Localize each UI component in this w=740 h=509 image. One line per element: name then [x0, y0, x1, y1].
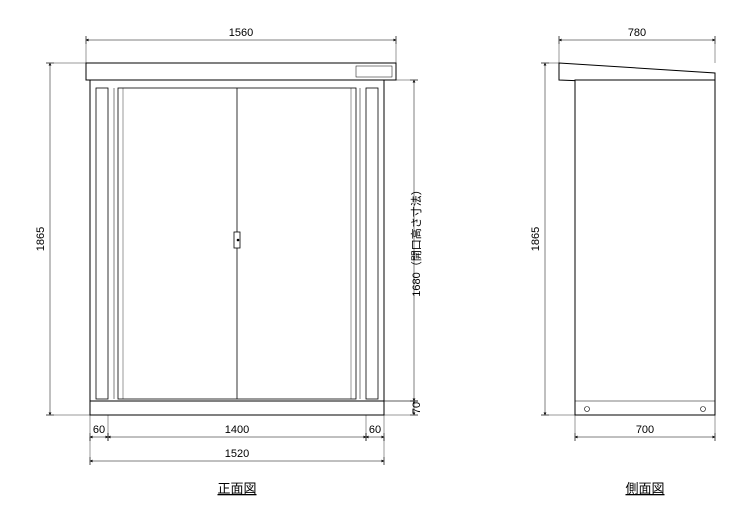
dim-front-base-h: 70 [411, 402, 423, 414]
dim-front-height: 1865 [35, 227, 47, 251]
dim-side-700: 700 [636, 424, 654, 436]
dim-front-1520: 1520 [225, 448, 249, 460]
dim-side-height: 1865 [530, 227, 542, 251]
dim-front-roof: 1560 [229, 27, 253, 39]
side-caption: 側面図 [625, 481, 664, 496]
front-caption: 正面図 [217, 481, 256, 496]
dim-front-1400: 1400 [225, 424, 249, 436]
dim-front-60r: 60 [369, 424, 381, 436]
side-body [575, 80, 715, 415]
front-base [90, 401, 384, 415]
side-view: 780 1865 700 側面図 [530, 27, 715, 496]
front-roof [86, 63, 396, 80]
dim-front-60l: 60 [93, 424, 105, 436]
dim-front-opening: 1680（開口高さ寸法） [409, 184, 423, 296]
front-view: 1560 1865 1680（開口高さ寸法） 70 60 1400 60 1520 正面図 [35, 27, 423, 496]
dim-side-roof: 780 [628, 27, 646, 39]
